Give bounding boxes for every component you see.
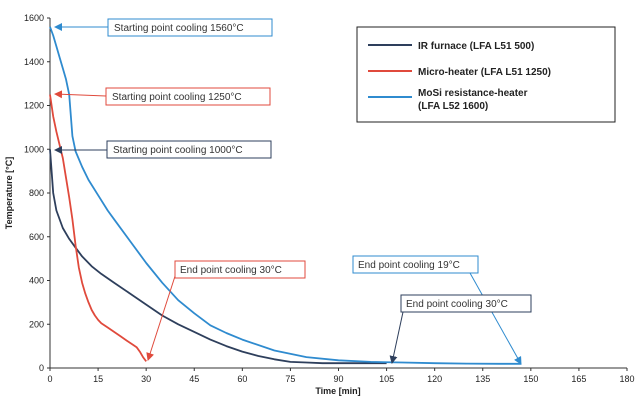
y-tick-label: 600 <box>29 232 44 242</box>
ir-furnace-series-line <box>49 149 387 365</box>
end-19-mosi-arrow <box>469 272 522 365</box>
svg-text:End point cooling 30°C: End point cooling 30°C <box>406 299 508 310</box>
svg-text:Starting point cooling 1560°C: Starting point cooling 1560°C <box>114 23 244 34</box>
x-tick-label: 45 <box>189 374 199 384</box>
annotation-start-1000: Starting point cooling 1000°C <box>106 140 272 159</box>
y-tick-label: 1000 <box>24 144 44 154</box>
x-tick-label: 105 <box>379 374 394 384</box>
y-axis-label: Temperature [°C] <box>4 157 14 229</box>
micro-heater-series-line <box>49 94 147 362</box>
end-30-ir-arrow <box>389 311 404 364</box>
x-tick-label: 60 <box>237 374 247 384</box>
legend-label-micro-heater: Micro-heater (LFA L51 1250) <box>418 67 551 78</box>
x-tick-label: 15 <box>93 374 103 384</box>
annotation-start-1560: Starting point cooling 1560°C <box>107 18 273 37</box>
y-tick-label: 200 <box>29 319 44 329</box>
x-tick-label: 0 <box>47 374 52 384</box>
y-tick-label: 400 <box>29 276 44 286</box>
svg-text:End point cooling 19°C: End point cooling 19°C <box>358 260 460 271</box>
x-tick-label: 75 <box>285 374 295 384</box>
y-tick-labels: 0 200 400 600 800 1000 1200 1400 1600 <box>24 13 50 373</box>
x-tick-label: 180 <box>619 374 634 384</box>
legend-label-ir-furnace: IR furnace (LFA L51 500) <box>418 41 534 52</box>
legend: IR furnace (LFA L51 500) Micro-heater (L… <box>356 26 616 123</box>
start-1250-arrow <box>54 90 107 99</box>
y-tick-label: 0 <box>39 363 44 373</box>
legend-label-mosi-heater: MoSi resistance-heater (LFA L52 1600) <box>418 88 528 112</box>
x-axis-label: Time [min] <box>315 386 360 396</box>
y-tick-label: 800 <box>29 188 44 198</box>
end-30-micro-arrow <box>146 269 178 361</box>
x-tick-label: 30 <box>141 374 151 384</box>
x-tick-label: 150 <box>523 374 538 384</box>
x-tick-labels: 0 15 30 45 60 75 90 105 120 135 150 165 180 <box>47 368 635 384</box>
x-tick-label: 135 <box>475 374 490 384</box>
annotation-end-19-mosi: End point cooling 19°C <box>352 255 479 274</box>
legend-box <box>356 26 616 123</box>
annotation-end-30-micro: End point cooling 30°C <box>174 260 306 279</box>
annotation-start-1250: Starting point cooling 1250°C <box>105 87 271 106</box>
mosi-heater-series-line <box>49 26 522 365</box>
x-tick-label: 120 <box>427 374 442 384</box>
x-tick-label: 165 <box>571 374 586 384</box>
svg-text:Starting point cooling 1000°C: Starting point cooling 1000°C <box>113 145 243 156</box>
svg-text:End point cooling 30°C: End point cooling 30°C <box>180 265 282 276</box>
x-tick-label: 90 <box>333 374 343 384</box>
annotation-end-30-ir: End point cooling 30°C <box>400 294 532 313</box>
y-tick-label: 1400 <box>24 57 44 67</box>
svg-text:Starting point cooling 1250°C: Starting point cooling 1250°C <box>112 92 242 103</box>
y-tick-label: 1600 <box>24 13 44 23</box>
y-tick-label: 1200 <box>24 101 44 111</box>
